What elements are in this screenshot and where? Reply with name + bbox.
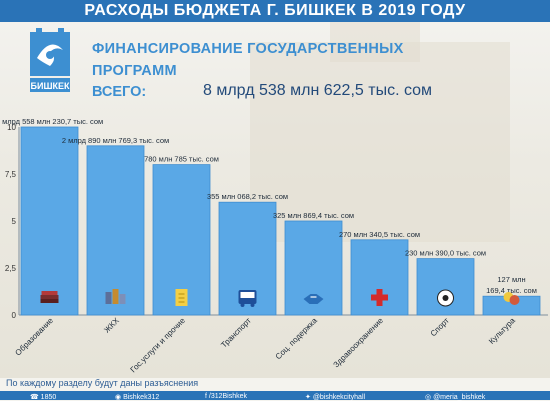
social-link-2[interactable]: f /312Bishkek — [205, 393, 248, 400]
bar — [20, 126, 79, 316]
bar — [416, 258, 475, 316]
data-label: 230 млн 390,0 тыс. сом — [405, 249, 486, 258]
building-silhouette — [250, 42, 510, 242]
document-icon — [175, 289, 188, 306]
x-tick-label: Культура — [487, 316, 517, 346]
total-value: 8 млрд 538 млн 622,5 тыс. сом — [203, 82, 433, 99]
x-tick-label: ЖКХ — [102, 316, 121, 335]
total-label: ВСЕГО: — [92, 84, 147, 100]
social-link-3[interactable]: ✦ @bishkekcityhall — [305, 394, 366, 401]
x-tick-label: Образование — [13, 316, 55, 358]
subtitle-line-2: ПРОГРАММ — [92, 63, 177, 79]
footer-note: По каждому разделу будут даны разъяснени… — [6, 378, 199, 388]
building-roof — [330, 22, 420, 62]
red-cross-icon — [371, 289, 388, 306]
bar — [86, 145, 145, 316]
chart-subtitle: ФИНАНСИРОВАНИЕ ГОСУДАРСТВЕННЫХ ПРОГРАММ — [92, 38, 404, 82]
buildings-icon — [105, 289, 126, 304]
bishkek-logo-icon: БИШКЕК — [30, 28, 70, 92]
logo-text: БИШКЕК — [31, 81, 70, 91]
x-tick-label: Спорт — [429, 316, 452, 339]
y-tick-label: 0 — [12, 311, 17, 320]
phone-number: 1850 — [40, 394, 57, 401]
y-tick-label: 10 — [7, 123, 16, 132]
books-icon — [40, 291, 59, 303]
footer-bar — [0, 391, 550, 400]
page-title: РАСХОДЫ БЮДЖЕТА Г. БИШКЕК В 2019 ГОДУ — [0, 0, 550, 22]
data-label: 3 млрд 558 млн 230,7 тыс. сом — [0, 117, 103, 126]
social-link-4[interactable]: ◎ @meria_bishkek — [425, 394, 486, 401]
bus-icon — [238, 290, 257, 307]
x-tick-label: Транспорт — [219, 316, 253, 350]
data-label: 270 млн 340,5 тыс. сом — [339, 230, 420, 239]
social-link-1[interactable]: ◉ Bishkek312 — [115, 394, 160, 401]
data-label: 169,4 тыс. сом — [486, 286, 537, 295]
social-handle-1: Bishkek312 — [123, 394, 160, 401]
handshake-icon — [303, 294, 324, 304]
football-icon — [437, 289, 454, 307]
social-handle-4: @meria_bishkek — [433, 394, 486, 401]
data-label: 2 млрд 890 млн 769,3 тыс. сом — [62, 136, 169, 145]
x-tick-label: Гос.услуги и прочие — [129, 316, 188, 375]
y-tick-label: 7,5 — [5, 170, 17, 179]
x-tick-label: Здравоохранение — [332, 316, 386, 370]
data-label: 127 млн — [497, 275, 525, 284]
data-label: 355 млн 068,2 тыс. сом — [207, 192, 288, 201]
x-tick-label: Соц. подержка — [274, 316, 320, 362]
subtitle-line-1: ФИНАНСИРОВАНИЕ ГОСУДАРСТВЕННЫХ — [92, 41, 404, 57]
budget-bar-chart: 0 2,5 5 7,5 103 млрд 558 млн 230,7 тыс. сом О… — [0, 117, 548, 375]
phone-contact[interactable]: ☎ 1850 — [30, 394, 57, 401]
social-handle-3: @bishkekcityhall — [312, 394, 366, 401]
data-label: 780 млн 785 тыс. сом — [144, 155, 219, 164]
data-label: 325 млн 869,4 тыс. сом — [273, 211, 354, 220]
y-tick-label: 2,5 — [5, 264, 17, 273]
y-tick-label: 5 — [12, 217, 17, 226]
social-handle-2: /312Bishkek — [208, 393, 248, 400]
theater-masks-icon — [503, 292, 520, 305]
